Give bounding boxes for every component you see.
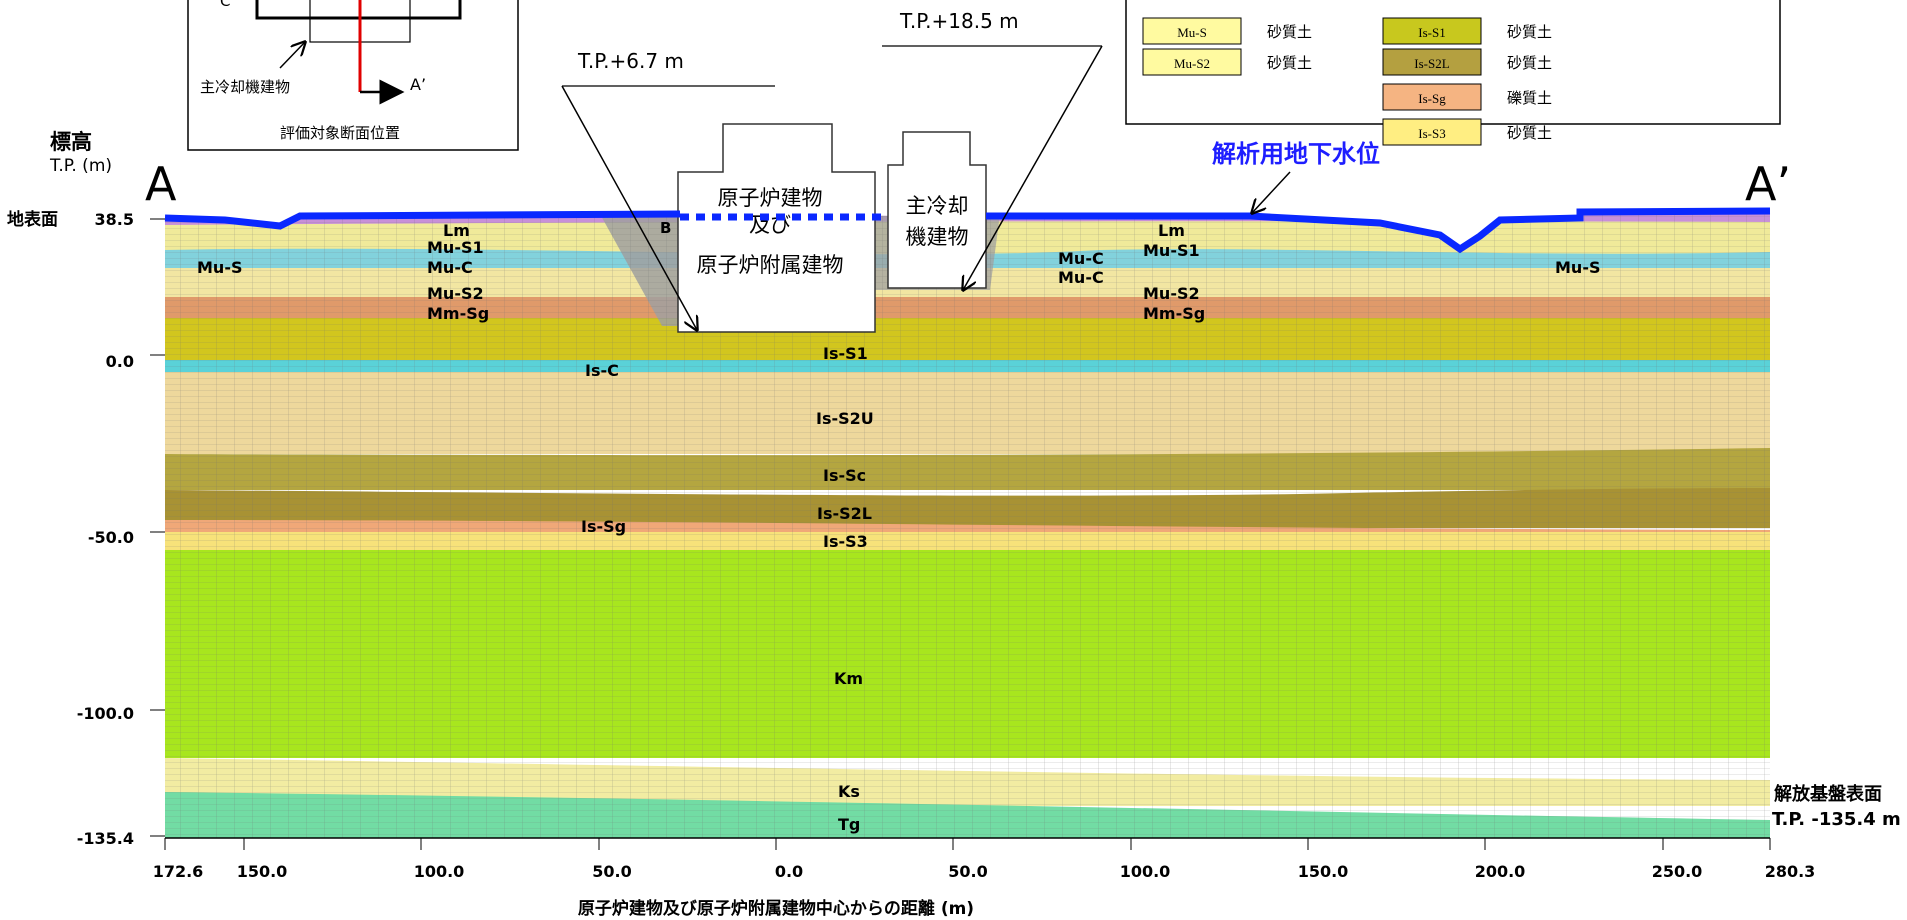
legend-swatch-2-b <box>1382 83 1482 111</box>
label-lm-left: Lm <box>443 221 470 240</box>
legend-swatch-0-b <box>1382 17 1482 45</box>
label-mu-s1-left: Mu-S1 <box>427 238 484 257</box>
water-table-line-right <box>986 207 1771 254</box>
x-tick-1: 150.0 <box>237 862 288 881</box>
y-tick-minus50: -50.0 <box>88 528 134 547</box>
callout-arrow-tp185 <box>963 45 1103 290</box>
label-lm-right: Lm <box>1158 221 1185 240</box>
x-tick-labels: 172.6 150.0 100.0 50.0 0.0 50.0 100.0 15… <box>153 862 1816 881</box>
legend-swatch-3-b <box>1382 118 1482 146</box>
ground-surface-label: 地表面 <box>7 209 58 230</box>
legend-code-2-b: Is-Sg <box>1418 91 1446 106</box>
marker-b: B <box>660 219 671 237</box>
y-axis-title: 標高 <box>50 130 92 154</box>
inset-building-label: 主冷却機建物 <box>200 78 290 96</box>
geology-layers <box>165 211 1770 838</box>
label-ks: Ks <box>838 782 860 801</box>
legend-swatch-0-a <box>1142 17 1242 45</box>
legend-swatch-1-b <box>1382 48 1482 76</box>
legend-code-3-b: Is-S3 <box>1418 126 1445 141</box>
y-ticks <box>150 218 165 837</box>
label-km: Km <box>834 669 863 688</box>
legend-code-1-b: Is-S2L <box>1414 56 1449 71</box>
legend-desc-0-b: 砂質土 <box>1507 23 1552 41</box>
label-mm-sg-right: Mm-Sg <box>1143 304 1205 323</box>
legend-code-0-b: Is-S1 <box>1418 25 1445 40</box>
y-tick-minus100: -100.0 <box>77 704 134 723</box>
y-tick-38-5: 38.5 <box>95 210 134 229</box>
inset-point-c: C <box>220 0 230 10</box>
callout-tp185: T.P.+18.5 m <box>899 9 1019 33</box>
label-is-c: Is-C <box>585 361 619 380</box>
inset-location-map: C 主冷却機建物 A’ 評価対象断面位置 <box>187 0 519 151</box>
label-mu-c-right-2: Mu-C <box>1058 268 1104 287</box>
x-ticks <box>164 838 1771 850</box>
label-is-s1: Is-S1 <box>823 344 868 363</box>
label-mu-c-left: Mu-C <box>427 258 473 277</box>
label-tg: Tg <box>838 815 860 834</box>
label-is-s3: Is-S3 <box>823 532 868 551</box>
label-is-sc: Is-Sc <box>823 466 866 485</box>
cooler-label-line2: 機建物 <box>906 225 969 249</box>
x-tick-2: 100.0 <box>414 862 465 881</box>
legend-desc-1-a: 砂質土 <box>1267 54 1312 72</box>
label-mu-s2-right: Mu-S2 <box>1143 284 1200 303</box>
cooler-label-line1: 主冷却 <box>906 194 969 218</box>
bedrock-elevation: T.P. -135.4 m <box>1772 809 1901 830</box>
section-a-label: A <box>145 157 177 211</box>
x-tick-10: 280.3 <box>1765 862 1816 881</box>
legend-desc-3-b: 砂質土 <box>1507 124 1552 142</box>
x-tick-8: 200.0 <box>1475 862 1526 881</box>
label-mu-s2-left: Mu-S2 <box>427 284 484 303</box>
x-tick-6: 100.0 <box>1120 862 1171 881</box>
legend-code-1-a: Mu-S2 <box>1174 56 1210 71</box>
inset-caption: 評価対象断面位置 <box>280 124 400 142</box>
fem-mesh <box>165 211 1770 838</box>
legend-desc-0-a: 砂質土 <box>1267 23 1312 41</box>
callout-arrow-tp67 <box>561 85 697 330</box>
y-tick-0: 0.0 <box>106 352 134 371</box>
reactor-label-line3: 原子炉附属建物 <box>697 253 844 277</box>
label-mu-s1-right: Mu-S1 <box>1143 241 1200 260</box>
legend-swatch-1-a <box>1142 48 1242 76</box>
inset-point-a-prime: A’ <box>410 75 426 94</box>
legend-desc-2-b: 礫質土 <box>1507 89 1552 107</box>
label-mu-c-right-1: Mu-C <box>1058 249 1104 268</box>
y-tick-labels: 38.5 0.0 -50.0 -100.0 -135.4 <box>77 210 134 848</box>
water-table-label: 解析用地下水位 <box>1212 140 1380 168</box>
x-tick-0: 172.6 <box>153 862 204 881</box>
x-tick-5: 50.0 <box>948 862 987 881</box>
callout-arrow-water <box>1252 171 1291 213</box>
x-tick-7: 150.0 <box>1298 862 1349 881</box>
legend-desc-1-b: 砂質土 <box>1507 54 1552 72</box>
legend-code-0-a: Mu-S <box>1177 25 1207 40</box>
label-mu-s-right: Mu-S <box>1555 258 1600 277</box>
reactor-label-line1: 原子炉建物 <box>718 186 823 210</box>
reactor-building: 原子炉建物 及び 原子炉附属建物 <box>677 123 876 333</box>
bedrock-label: 解放基盤表面 <box>1774 783 1882 805</box>
label-is-s2l: Is-S2L <box>817 504 872 523</box>
layer-labels: Lm Mu-S1 Mu-C Mu-S2 Mm-Sg Mu-S Mu-S Lm M… <box>197 221 1600 834</box>
y-axis-unit: T.P. (m) <box>49 156 112 176</box>
section-a-prime-label: A’ <box>1745 157 1791 211</box>
x-tick-4: 0.0 <box>775 862 803 881</box>
label-is-sg: Is-Sg <box>581 517 626 536</box>
label-mm-sg-left: Mm-Sg <box>427 304 489 323</box>
y-tick-minus135: -135.4 <box>77 829 134 848</box>
x-axis-title: 原子炉建物及び原子炉附属建物中心からの距離 (m) <box>578 898 974 919</box>
x-tick-3: 50.0 <box>592 862 631 881</box>
legend-rows: Mu-S 砂質土 Is-S1 砂質土 Mu-S2 砂質土 Is-S2L 砂質土 Is-Sg 礫質土… <box>1142 17 1552 146</box>
label-mu-s-left: Mu-S <box>197 258 242 277</box>
water-table-line <box>164 210 681 230</box>
x-tick-9: 250.0 <box>1652 862 1703 881</box>
label-is-s2u: Is-S2U <box>816 409 874 428</box>
legend: Mu-S 砂質土 Is-S1 砂質土 Mu-S2 砂質土 Is-S2L 砂質土 Is-Sg 礫質土… <box>1125 0 1781 146</box>
callout-tp67: T.P.+6.7 m <box>577 49 684 73</box>
cooler-building: 主冷却 機建物 <box>887 131 987 289</box>
